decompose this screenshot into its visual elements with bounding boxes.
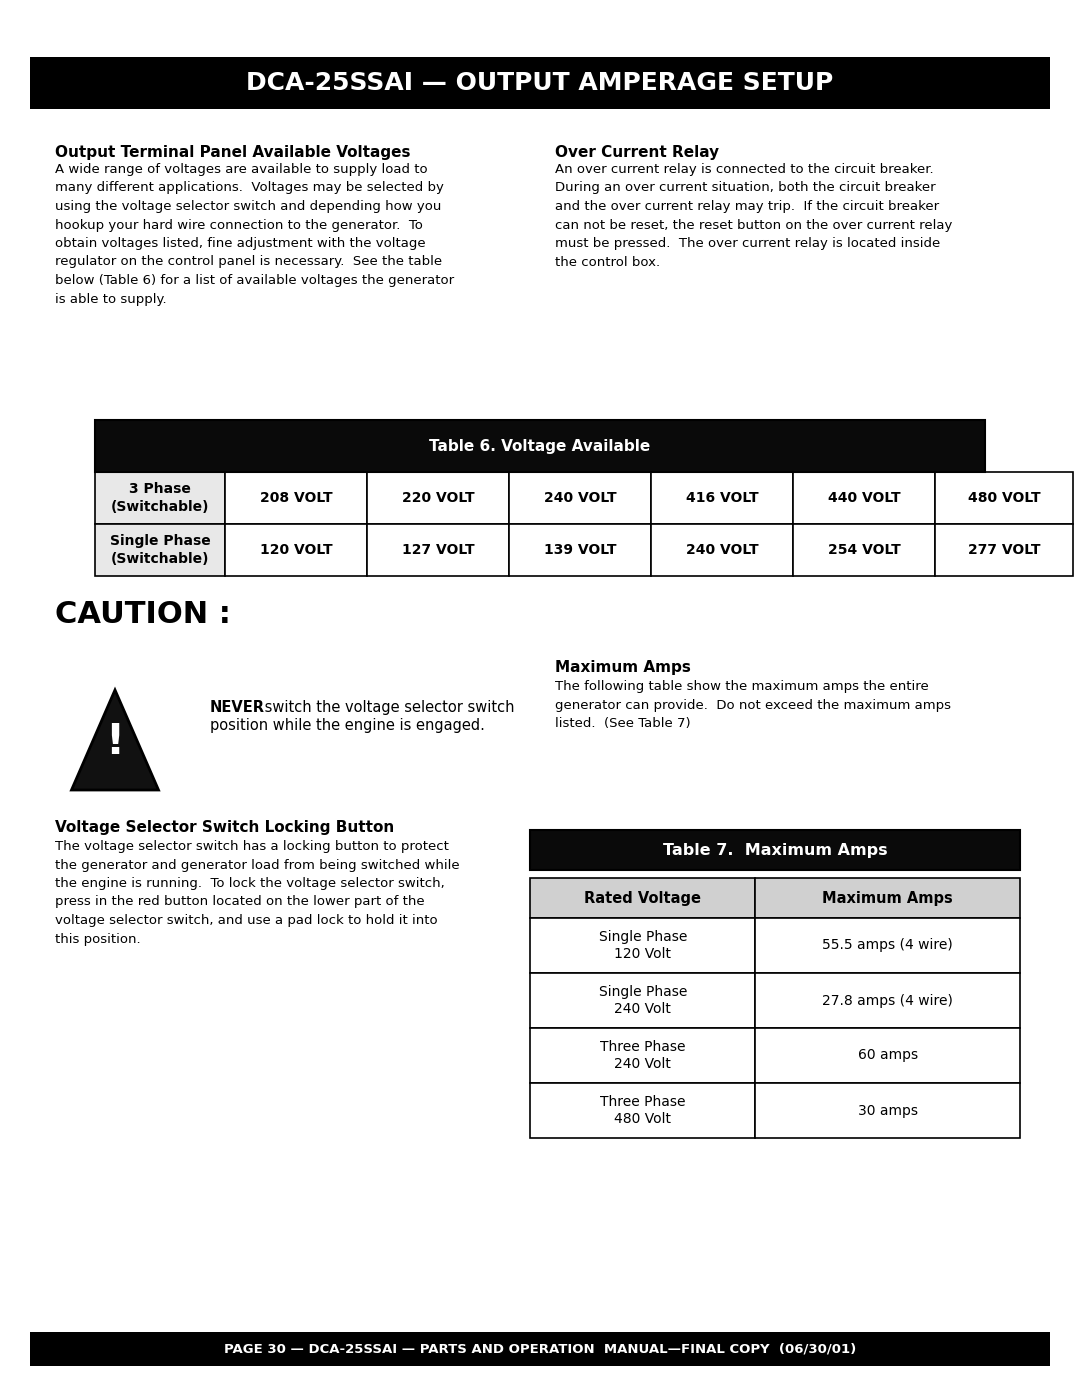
Bar: [509, 472, 651, 524]
Text: Three Phase
240 Volt: Three Phase 240 Volt: [600, 1039, 686, 1071]
Bar: [530, 877, 755, 918]
Polygon shape: [71, 690, 159, 789]
Bar: [225, 524, 367, 576]
Text: !: !: [106, 721, 124, 763]
Bar: [793, 472, 935, 524]
Bar: [755, 972, 1020, 1028]
Text: 27.8 amps (4 wire): 27.8 amps (4 wire): [822, 993, 954, 1007]
Bar: [755, 877, 1020, 918]
Bar: [509, 524, 651, 576]
Text: 277 VOLT: 277 VOLT: [968, 543, 1040, 557]
Text: The following table show the maximum amps the entire
generator can provide.  Do : The following table show the maximum amp…: [555, 680, 951, 731]
Text: 127 VOLT: 127 VOLT: [402, 543, 474, 557]
Text: position while the engine is engaged.: position while the engine is engaged.: [210, 718, 485, 733]
Text: Table 6. Voltage Available: Table 6. Voltage Available: [430, 439, 650, 454]
Text: Output Terminal Panel Available Voltages: Output Terminal Panel Available Voltages: [55, 145, 410, 161]
Bar: [530, 830, 1020, 870]
Bar: [367, 524, 509, 576]
Text: Single Phase
240 Volt: Single Phase 240 Volt: [598, 985, 687, 1016]
Text: PAGE 30 — DCA-25SSAI — PARTS AND OPERATION  MANUAL—FINAL COPY  (06/30/01): PAGE 30 — DCA-25SSAI — PARTS AND OPERATI…: [224, 1343, 856, 1355]
Text: Voltage Selector Switch Locking Button: Voltage Selector Switch Locking Button: [55, 820, 394, 835]
Bar: [935, 472, 1074, 524]
Bar: [755, 918, 1020, 972]
Text: Over Current Relay: Over Current Relay: [555, 145, 719, 161]
Text: 30 amps: 30 amps: [858, 1104, 918, 1118]
Text: Table 7.  Maximum Amps: Table 7. Maximum Amps: [663, 842, 888, 858]
Text: 240 VOLT: 240 VOLT: [686, 543, 758, 557]
Bar: [95, 420, 985, 472]
Text: Single Phase
(Switchable): Single Phase (Switchable): [110, 534, 211, 566]
Text: Three Phase
480 Volt: Three Phase 480 Volt: [600, 1095, 686, 1126]
Bar: [793, 524, 935, 576]
Bar: [225, 472, 367, 524]
Text: 139 VOLT: 139 VOLT: [543, 543, 617, 557]
Bar: [30, 57, 1050, 109]
Text: 416 VOLT: 416 VOLT: [686, 490, 758, 504]
Bar: [367, 472, 509, 524]
Text: The voltage selector switch has a locking button to protect
the generator and ge: The voltage selector switch has a lockin…: [55, 840, 460, 946]
Text: switch the voltage selector switch: switch the voltage selector switch: [260, 700, 514, 715]
Bar: [755, 1083, 1020, 1139]
Text: A wide range of voltages are available to supply load to
many different applicat: A wide range of voltages are available t…: [55, 163, 454, 306]
Text: 120 VOLT: 120 VOLT: [259, 543, 333, 557]
Bar: [530, 1083, 755, 1139]
Text: 440 VOLT: 440 VOLT: [827, 490, 901, 504]
Text: 208 VOLT: 208 VOLT: [259, 490, 333, 504]
Text: DCA-25SSAI — OUTPUT AMPERAGE SETUP: DCA-25SSAI — OUTPUT AMPERAGE SETUP: [246, 71, 834, 95]
Bar: [95, 472, 225, 524]
Bar: [651, 524, 793, 576]
Text: NEVER: NEVER: [210, 700, 265, 715]
Text: Rated Voltage: Rated Voltage: [584, 890, 701, 905]
Bar: [935, 524, 1074, 576]
Text: 60 amps: 60 amps: [858, 1049, 918, 1063]
Bar: [651, 472, 793, 524]
Bar: [755, 1028, 1020, 1083]
Bar: [530, 918, 755, 972]
Text: An over current relay is connected to the circuit breaker.
During an over curren: An over current relay is connected to th…: [555, 163, 953, 268]
Text: Maximum Amps: Maximum Amps: [822, 890, 953, 905]
Text: Maximum Amps: Maximum Amps: [555, 659, 691, 675]
Text: 220 VOLT: 220 VOLT: [402, 490, 474, 504]
Text: 55.5 amps (4 wire): 55.5 amps (4 wire): [822, 939, 953, 953]
Bar: [530, 1028, 755, 1083]
Bar: [30, 1331, 1050, 1366]
Text: 480 VOLT: 480 VOLT: [968, 490, 1040, 504]
Text: Single Phase
120 Volt: Single Phase 120 Volt: [598, 930, 687, 961]
Text: 254 VOLT: 254 VOLT: [827, 543, 901, 557]
Bar: [530, 972, 755, 1028]
Text: 3 Phase
(Switchable): 3 Phase (Switchable): [111, 482, 210, 514]
Bar: [95, 524, 225, 576]
Bar: [530, 870, 1020, 877]
Text: CAUTION :: CAUTION :: [55, 599, 231, 629]
Text: 240 VOLT: 240 VOLT: [543, 490, 617, 504]
